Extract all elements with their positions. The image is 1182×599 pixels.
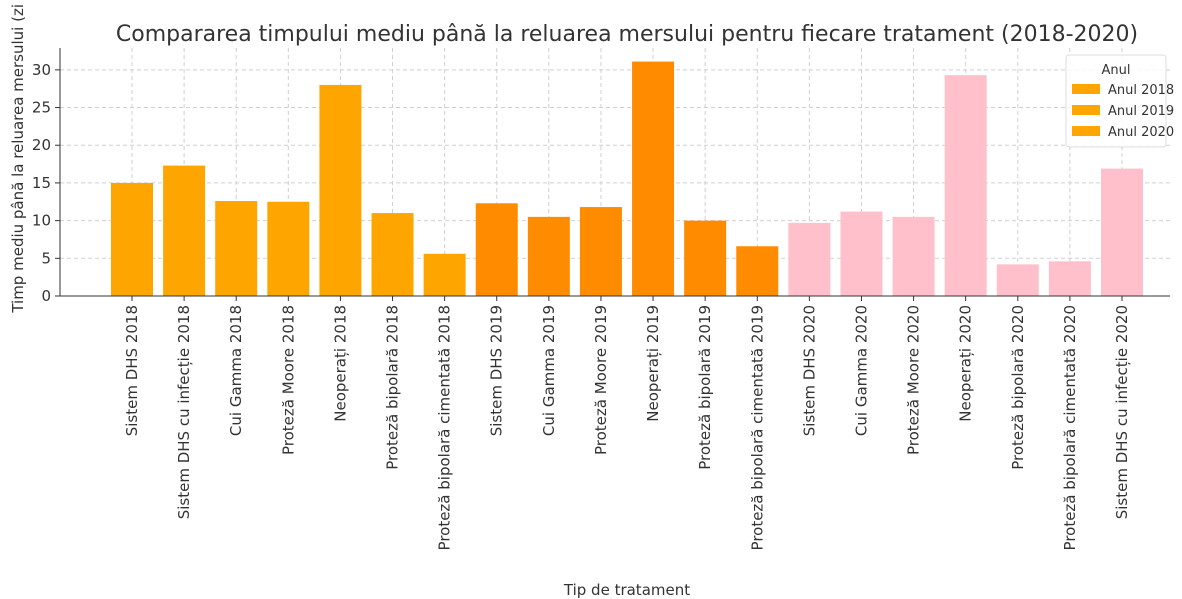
legend-box — [1065, 54, 1167, 148]
x-tick-label: Proteză Moore 2019 — [592, 305, 610, 455]
x-tick-label: Proteză bipolară 2018 — [384, 305, 402, 470]
bar — [371, 213, 414, 296]
bar — [267, 201, 310, 296]
bar — [944, 75, 987, 296]
bar — [1048, 261, 1091, 296]
bar — [163, 165, 206, 296]
x-tick-label: Sistem DHS cu infecție 2020 — [1113, 305, 1131, 519]
y-tick-label: 20 — [32, 136, 51, 154]
x-tick-label: Proteză bipolară cimentată 2018 — [436, 305, 454, 550]
bar — [423, 253, 466, 296]
bar — [579, 207, 622, 296]
x-tick-label: Proteză bipolară cimentată 2019 — [748, 305, 766, 550]
x-tick-label: Sistem DHS 2018 — [123, 305, 141, 436]
bar — [996, 264, 1039, 296]
bar — [736, 246, 779, 296]
y-tick-label: 15 — [32, 174, 51, 192]
legend-label: Anul 2018 — [1108, 83, 1174, 98]
y-tick-label: 5 — [41, 249, 51, 267]
x-tick-label: Proteză Moore 2020 — [905, 305, 923, 455]
x-tick-label: Neoperați 2018 — [331, 305, 349, 422]
legend-swatch — [1072, 84, 1100, 94]
bar — [319, 84, 362, 296]
bar — [892, 216, 935, 296]
x-axis-label: Tip de tratament — [563, 581, 690, 599]
chart-title: Compararea timpului mediu până la reluar… — [116, 22, 1138, 47]
y-tick-label: 25 — [32, 99, 51, 117]
bar — [788, 222, 831, 296]
x-tick-label: Proteză bipolară 2020 — [1009, 305, 1027, 470]
y-tick-label: 10 — [32, 212, 51, 230]
bar — [1101, 168, 1143, 296]
y-tick-label: 30 — [32, 61, 51, 79]
bar — [111, 182, 153, 296]
y-tick-label: 0 — [41, 287, 51, 305]
x-tick-label: Sistem DHS 2019 — [488, 305, 506, 436]
x-tick-label: Neoperați 2019 — [644, 305, 662, 422]
x-tick-label: Sistem DHS cu infecție 2018 — [175, 305, 193, 519]
bar — [840, 211, 883, 296]
bar — [632, 61, 675, 296]
x-tick-label: Proteză Moore 2018 — [279, 305, 297, 455]
x-tick-label: Proteză bipolară 2019 — [696, 305, 714, 470]
x-tick-label: Cui Gamma 2020 — [852, 305, 870, 436]
x-tick-label: Sistem DHS 2020 — [800, 305, 818, 436]
bar — [527, 216, 570, 296]
legend-title: Anul — [1102, 63, 1131, 78]
legend-swatch — [1072, 105, 1100, 115]
x-tick-label: Neoperați 2020 — [957, 305, 975, 422]
legend-label: Anul 2019 — [1108, 104, 1174, 119]
x-tick-label: Cui Gamma 2019 — [540, 305, 558, 436]
bar — [215, 201, 258, 296]
x-tick-label: Proteză bipolară cimentată 2020 — [1061, 305, 1079, 550]
legend-label: Anul 2020 — [1108, 125, 1174, 140]
legend-swatch — [1072, 126, 1100, 136]
bar — [475, 203, 518, 296]
bar — [684, 220, 727, 296]
x-tick-label: Cui Gamma 2018 — [227, 305, 245, 436]
y-axis-label: Timp mediu până la reluarea mersului (zi — [9, 4, 27, 314]
